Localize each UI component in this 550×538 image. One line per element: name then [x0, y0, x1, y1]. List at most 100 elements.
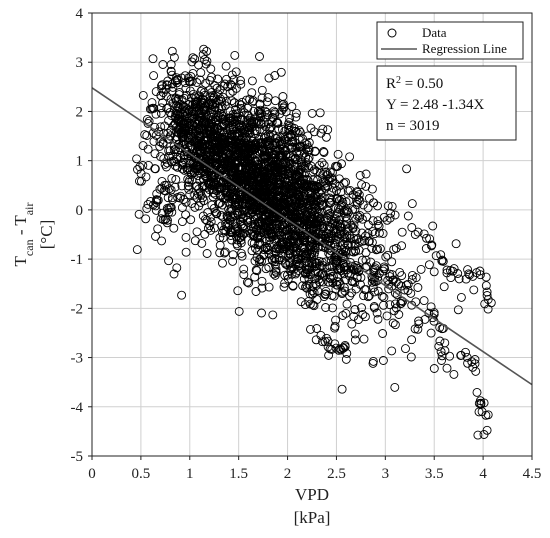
data-point-2216 [255, 237, 265, 247]
data-point-2723 [320, 183, 330, 193]
data-point-128 [184, 184, 194, 194]
data-point-2851 [164, 256, 174, 266]
data-point-2630 [174, 124, 183, 134]
data-point-2631 [205, 122, 215, 132]
x-tick-label-1: 0.5 [132, 466, 151, 482]
data-point-2948 [401, 344, 410, 354]
data-point-3012 [403, 279, 413, 289]
data-point-2716 [317, 257, 327, 267]
data-point-2317 [263, 157, 273, 167]
data-point-1566 [221, 219, 231, 229]
data-point-1835 [296, 248, 305, 258]
data-point-2826 [397, 241, 407, 251]
data-point-2987 [383, 201, 393, 211]
x-tick-label-2: 1 [186, 466, 194, 482]
data-point-2493 [156, 122, 166, 132]
legend-data-marker [387, 28, 397, 38]
data-point-2533 [209, 92, 219, 102]
data-point-2632 [199, 144, 209, 154]
data-point-2270 [291, 170, 301, 180]
data-point-2745 [342, 213, 352, 223]
data-point-2801 [268, 160, 278, 170]
data-point-3002 [445, 351, 455, 361]
x-tick-label-0: 0 [88, 466, 96, 482]
data-point-2561 [219, 157, 229, 167]
data-point-2178 [324, 224, 334, 234]
data-point-2974 [463, 265, 473, 275]
data-point-2857 [185, 190, 195, 200]
data-point-1748 [251, 287, 261, 296]
data-point-2299 [308, 224, 318, 234]
data-point-2984 [453, 269, 463, 278]
data-point-3009 [397, 271, 407, 281]
data-point-1804 [243, 125, 253, 135]
data-point-1703 [382, 215, 392, 225]
data-point-3068 [169, 223, 179, 233]
data-point-2911 [410, 230, 420, 239]
data-point-2990 [468, 271, 478, 281]
data-point-1666 [247, 207, 257, 217]
data-point-2868 [177, 290, 187, 300]
data-point-2461 [167, 79, 177, 89]
data-point-2775 [344, 230, 354, 240]
data-point-1808 [271, 268, 281, 278]
data-point-927 [270, 71, 280, 80]
data-point-2172 [248, 168, 258, 178]
data-point-2339 [319, 177, 328, 187]
data-point-1773 [239, 270, 249, 280]
data-point-1418 [253, 159, 263, 169]
data-point-2693 [281, 229, 291, 239]
data-point-2082 [288, 153, 298, 163]
data-point-2084 [219, 225, 229, 235]
y-tick-label-1: -4 [71, 400, 84, 416]
data-point-2038 [340, 238, 350, 248]
data-point-1708 [226, 210, 235, 220]
data-point-2171 [308, 239, 318, 249]
data-point-1394 [268, 131, 278, 141]
data-point-1135 [162, 91, 171, 101]
data-point-1815 [303, 131, 313, 141]
x-tick-label-9: 4.5 [523, 466, 542, 482]
y-tick-label-8: 3 [76, 55, 84, 71]
data-point-2088 [233, 286, 243, 296]
data-point-2677 [390, 288, 400, 298]
data-point-2656 [353, 187, 363, 197]
data-point-2978 [481, 272, 491, 282]
data-point-2222 [269, 187, 279, 197]
data-point-2988 [427, 241, 436, 251]
data-point-1766 [207, 200, 217, 210]
data-point-2598 [206, 180, 216, 190]
data-point-342 [167, 46, 177, 56]
data-point-2784 [312, 182, 322, 192]
data-point-2568 [209, 139, 219, 149]
data-point-1400 [291, 108, 301, 118]
data-point-1890 [239, 206, 249, 216]
data-point-2243 [332, 258, 341, 268]
data-point-2532 [225, 118, 234, 128]
data-point-2806 [369, 266, 379, 276]
data-point-2761 [330, 321, 340, 331]
data-point-1239 [208, 185, 218, 195]
data-point-2392 [156, 108, 166, 118]
data-point-2869 [143, 144, 153, 154]
data-point-2279 [237, 175, 247, 185]
data-point-1901 [292, 159, 302, 169]
data-point-2849 [169, 269, 179, 279]
data-point-1950 [316, 194, 326, 204]
data-point-2271 [248, 191, 258, 201]
data-point-2560 [185, 120, 195, 129]
legend-entry-data: Data [422, 25, 447, 40]
data-point-2005 [298, 184, 308, 193]
data-point-103 [210, 189, 220, 199]
data-point-2799 [347, 277, 357, 287]
data-point-2067 [241, 150, 251, 160]
data-point-3025 [456, 351, 466, 360]
data-point-2132 [284, 168, 294, 178]
data-point-3010 [434, 341, 444, 351]
data-points [132, 44, 496, 440]
data-point-1148 [293, 155, 302, 165]
data-point-2194 [270, 225, 280, 235]
data-point-1012 [268, 113, 278, 123]
data-point-2671 [302, 280, 312, 290]
data-point-2009 [307, 181, 316, 191]
